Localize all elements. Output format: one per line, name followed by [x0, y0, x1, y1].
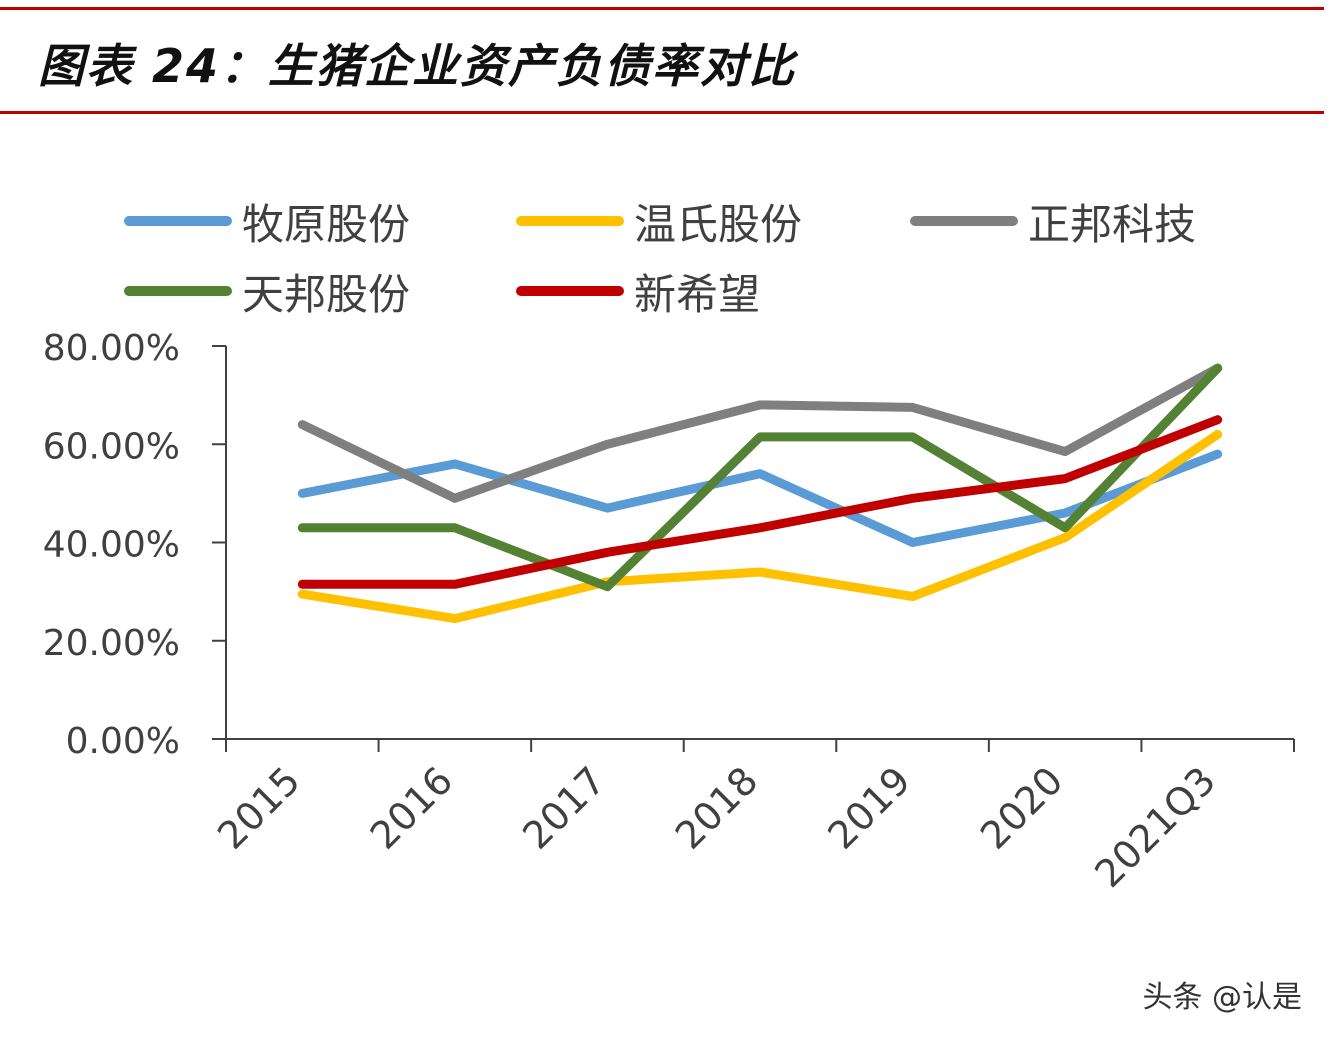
series-line-2 [297, 363, 1223, 503]
legend-swatch [516, 216, 624, 226]
y-tick-label: 20.00% [43, 623, 180, 664]
legend-swatch [910, 216, 1018, 226]
series-line-1 [297, 429, 1223, 624]
x-tick-label: 2018 [667, 758, 767, 858]
legend-swatch [124, 216, 232, 226]
legend-item-zhengbang: 正邦科技 [910, 196, 1196, 249]
legend-label: 天邦股份 [242, 269, 411, 319]
series-line-0 [297, 449, 1223, 547]
page-title: 图表 24：生猪企业资产负债率对比 [38, 39, 797, 93]
y-tick-label: 60.00% [43, 426, 180, 467]
x-tick-label: 2017 [514, 758, 614, 858]
y-tick-label: 0.00% [66, 721, 180, 762]
legend-swatch [516, 286, 624, 296]
x-tick-label: 2020 [972, 758, 1072, 858]
x-tick-label: 2016 [362, 758, 462, 858]
legend-item-muyuan: 牧原股份 [124, 196, 410, 249]
legend-swatch [124, 286, 232, 296]
series-line-4 [297, 415, 1223, 589]
y-tick-label: 40.00% [43, 525, 180, 566]
legend-label: 牧原股份 [242, 199, 411, 249]
y-tick-label: 80.00% [43, 328, 180, 369]
legend-item-wens: 温氏股份 [516, 196, 802, 249]
x-tick-label: 2015 [209, 758, 309, 858]
legend-item-tianbang: 天邦股份 [124, 266, 410, 319]
watermark-text: 头条 @认是 [1142, 980, 1302, 1015]
legend-item-newhope: 新希望 [516, 266, 760, 319]
header-rule-top [0, 7, 1324, 10]
x-tick-label: 2021Q3 [1086, 758, 1224, 896]
line-chart: 0.00% 20.00% 40.00% 60.00% 80.00% 2015 2016 201… [43, 328, 1295, 896]
legend-label: 正邦科技 [1028, 199, 1197, 249]
x-tick-label: 2019 [819, 758, 919, 858]
series-line-3 [297, 363, 1223, 592]
legend-label: 新希望 [634, 269, 761, 319]
legend-label: 温氏股份 [634, 199, 803, 249]
header-rule-bottom [0, 111, 1324, 114]
